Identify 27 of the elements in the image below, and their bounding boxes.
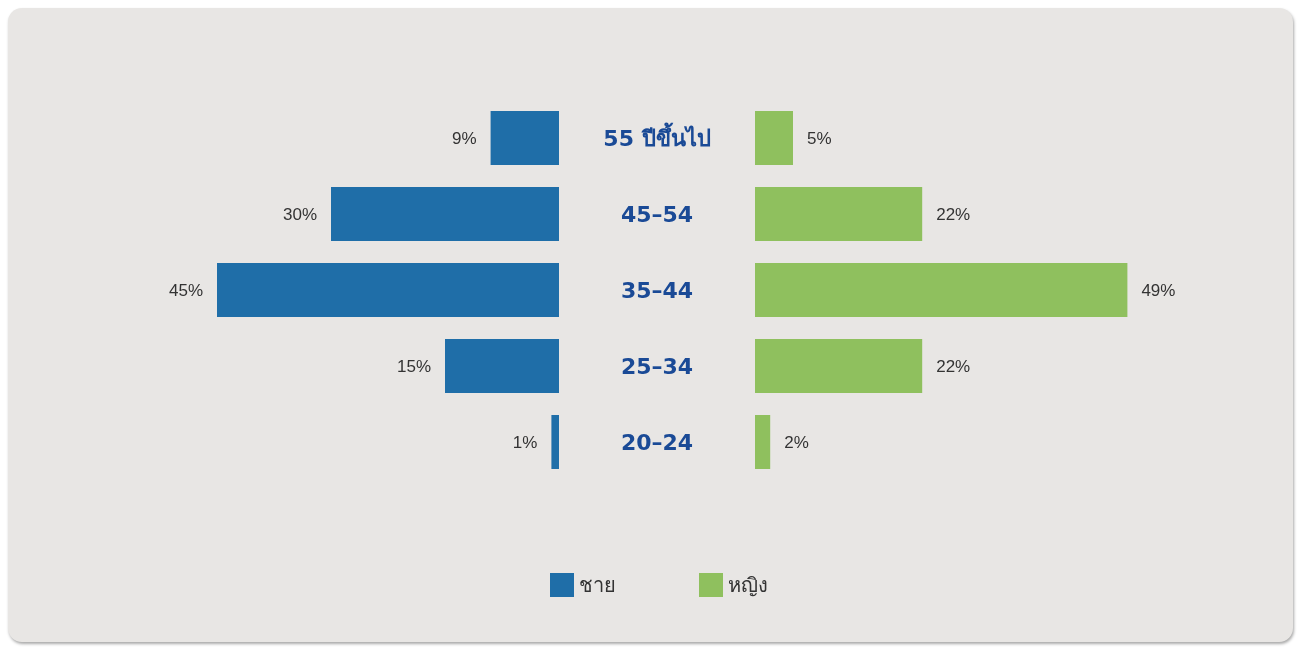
- data-label: 15%: [396, 356, 431, 376]
- data-label: 2%: [784, 432, 809, 452]
- bar: [755, 111, 793, 165]
- bar: [755, 339, 923, 393]
- y-tick-label: 45–54: [620, 201, 694, 227]
- bar: [217, 263, 559, 317]
- bar: [490, 111, 559, 165]
- bar: [755, 415, 771, 469]
- data-label: 22%: [936, 204, 971, 224]
- bar: [551, 415, 559, 469]
- y-tick-label: 35–44: [620, 277, 694, 303]
- bar: [445, 339, 559, 393]
- bar: [331, 187, 559, 241]
- y-tick-label: 20–24: [620, 429, 694, 455]
- y-tick-label: 55 ปีขึ้นไป: [603, 121, 711, 151]
- data-label: 1%: [512, 432, 538, 452]
- data-label: 45%: [168, 280, 203, 300]
- bar: [755, 263, 1128, 317]
- y-tick-label: 25–34: [620, 353, 694, 379]
- data-label: 49%: [1141, 280, 1176, 300]
- bar: [755, 187, 923, 241]
- data-label: 5%: [807, 128, 832, 148]
- data-label: 22%: [936, 356, 971, 376]
- legend-label: ชาย: [579, 573, 616, 597]
- legend-label: หญิง: [728, 573, 768, 597]
- data-label: 30%: [282, 204, 317, 224]
- data-label: 9%: [452, 128, 477, 148]
